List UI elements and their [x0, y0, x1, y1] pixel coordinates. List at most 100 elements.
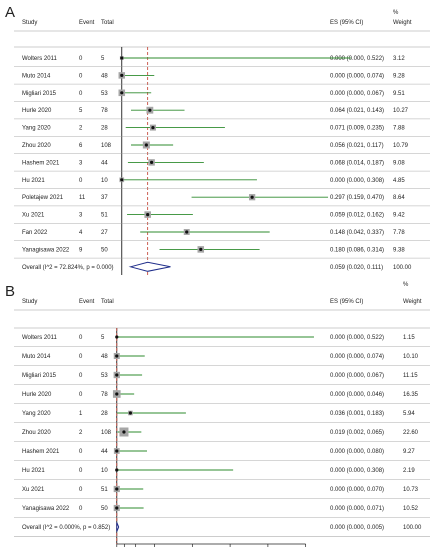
- event-count: 11: [79, 195, 86, 201]
- header-weight: Weight: [393, 20, 412, 26]
- weight-value: 22.60: [403, 430, 419, 436]
- weight-value: 10.79: [393, 143, 409, 149]
- event-count: 2: [79, 126, 83, 132]
- point-estimate: [115, 392, 119, 396]
- total-count: 51: [101, 487, 108, 493]
- overall-diamond: [116, 522, 120, 532]
- total-count: 5: [101, 56, 105, 62]
- weight-value: 10.73: [403, 487, 419, 493]
- event-count: 0: [79, 449, 83, 455]
- point-estimate: [115, 354, 119, 358]
- event-count: 0: [79, 56, 83, 62]
- header-es: ES (95% CI): [330, 299, 364, 305]
- point-estimate: [185, 230, 189, 234]
- total-count: 51: [101, 213, 108, 219]
- effect-size-ci: 0.019 (0.002, 0.065): [330, 430, 384, 436]
- forest-plot-a: Wolters 2011 0 5 0.000 (0.000, 0.522) 3.12 Mu…: [14, 30, 430, 275]
- point-estimate: [120, 91, 124, 95]
- event-count: 0: [79, 335, 83, 341]
- study-name: Yang 2020: [22, 126, 51, 132]
- event-count: 0: [79, 506, 83, 512]
- point-estimate: [115, 468, 119, 472]
- total-count: 37: [101, 195, 108, 201]
- weight-value: 2.19: [403, 468, 415, 474]
- study-name: Fan 2022: [22, 230, 48, 236]
- effect-size-ci: 0.000 (0.000, 0.080): [330, 449, 384, 455]
- study-name: Yanagisawa 2022: [22, 506, 70, 512]
- point-estimate: [151, 126, 155, 130]
- effect-size-ci: 0.068 (0.014, 0.187): [330, 160, 384, 166]
- forest-panel-a: Wolters 2011 0 5 0.000 (0.000, 0.522) 3.12 Mu…: [5, 4, 430, 275]
- header-study: Study: [22, 20, 38, 26]
- point-estimate: [150, 160, 154, 164]
- effect-size-ci: 0.056 (0.021, 0.117): [330, 143, 384, 149]
- weight-value: 4.85: [393, 178, 405, 184]
- total-count: 28: [101, 126, 108, 132]
- weight-value: 1.15: [403, 335, 415, 341]
- overall-label: Overall (I^2 = 0.000%, p = 0.852): [22, 525, 110, 531]
- total-count: 78: [101, 392, 108, 398]
- overall-diamond: [128, 261, 171, 272]
- effect-size-ci: 0.297 (0.159, 0.470): [330, 195, 384, 201]
- point-estimate: [144, 143, 148, 147]
- point-estimate: [128, 411, 132, 415]
- point-estimate: [250, 195, 254, 199]
- overall-effect-size-ci: 0.059 (0.020, 0.111): [330, 265, 383, 271]
- effect-size-ci: 0.064 (0.021, 0.143): [330, 108, 384, 114]
- weight-value: 9.38: [393, 247, 405, 253]
- study-name: Wolters 2011: [22, 335, 57, 341]
- effect-size-ci: 0.059 (0.012, 0.162): [330, 213, 384, 219]
- point-estimate: [120, 178, 124, 182]
- total-count: 53: [101, 373, 108, 379]
- effect-size-ci: 0.000 (0.000, 0.071): [330, 506, 384, 512]
- overall-effect-size-ci: 0.000 (0.000, 0.005): [330, 525, 384, 531]
- total-count: 50: [101, 247, 108, 253]
- total-count: 28: [101, 411, 108, 417]
- point-estimate: [115, 335, 119, 339]
- total-count: 48: [101, 354, 108, 360]
- weight-value: 16.35: [403, 392, 419, 398]
- total-count: 108: [101, 430, 112, 436]
- weight-value: 10.27: [393, 108, 409, 114]
- weight-value: 9.28: [393, 73, 405, 79]
- event-count: 0: [79, 354, 83, 360]
- event-count: 3: [79, 213, 83, 219]
- header-event: Event: [79, 299, 95, 305]
- effect-size-ci: 0.000 (0.000, 0.067): [330, 373, 384, 379]
- header-event: Event: [79, 20, 95, 26]
- event-count: 1: [79, 411, 83, 417]
- event-count: 4: [79, 230, 83, 236]
- effect-size-ci: 0.036 (0.001, 0.183): [330, 411, 384, 417]
- effect-size-ci: 0.071 (0.009, 0.235): [330, 126, 384, 132]
- point-estimate: [115, 506, 119, 510]
- study-name: Zhou 2020: [22, 143, 51, 149]
- study-name: Hashem 2021: [22, 160, 60, 166]
- effect-size-ci: 0.180 (0.086, 0.314): [330, 247, 384, 253]
- event-count: 0: [79, 373, 83, 379]
- weight-value: 10.10: [403, 354, 419, 360]
- weight-value: 7.78: [393, 230, 405, 236]
- effect-size-ci: 0.000 (0.000, 0.308): [330, 468, 384, 474]
- study-name: Poletajew 2021: [22, 195, 64, 201]
- header-percent: %: [403, 282, 409, 288]
- header-es: ES (95% CI): [330, 20, 364, 26]
- header-weight: Weight: [403, 299, 422, 305]
- study-name: Migliari 2015: [22, 373, 57, 379]
- study-name: Zhou 2020: [22, 430, 51, 436]
- total-count: 53: [101, 91, 108, 97]
- header-study: Study: [22, 299, 38, 305]
- total-count: 50: [101, 506, 108, 512]
- overall-weight: 100.00: [393, 265, 412, 271]
- total-count: 48: [101, 73, 108, 79]
- event-count: 0: [79, 487, 83, 493]
- study-name: Migliari 2015: [22, 91, 57, 97]
- weight-value: 9.08: [393, 160, 405, 166]
- panel-label-b: B: [5, 283, 16, 300]
- study-name: Hashem 2021: [22, 449, 60, 455]
- forest-panel-b: Wolters 2011 0 5 0.000 (0.000, 0.522) 1.15 Mu…: [0, 275, 436, 550]
- point-estimate: [120, 73, 124, 77]
- study-name: Hu 2021: [22, 468, 45, 474]
- event-count: 0: [79, 178, 83, 184]
- effect-size-ci: 0.000 (0.000, 0.074): [330, 73, 384, 79]
- overall-label: Overall (I^2 = 72.824%, p = 0.000): [22, 265, 114, 271]
